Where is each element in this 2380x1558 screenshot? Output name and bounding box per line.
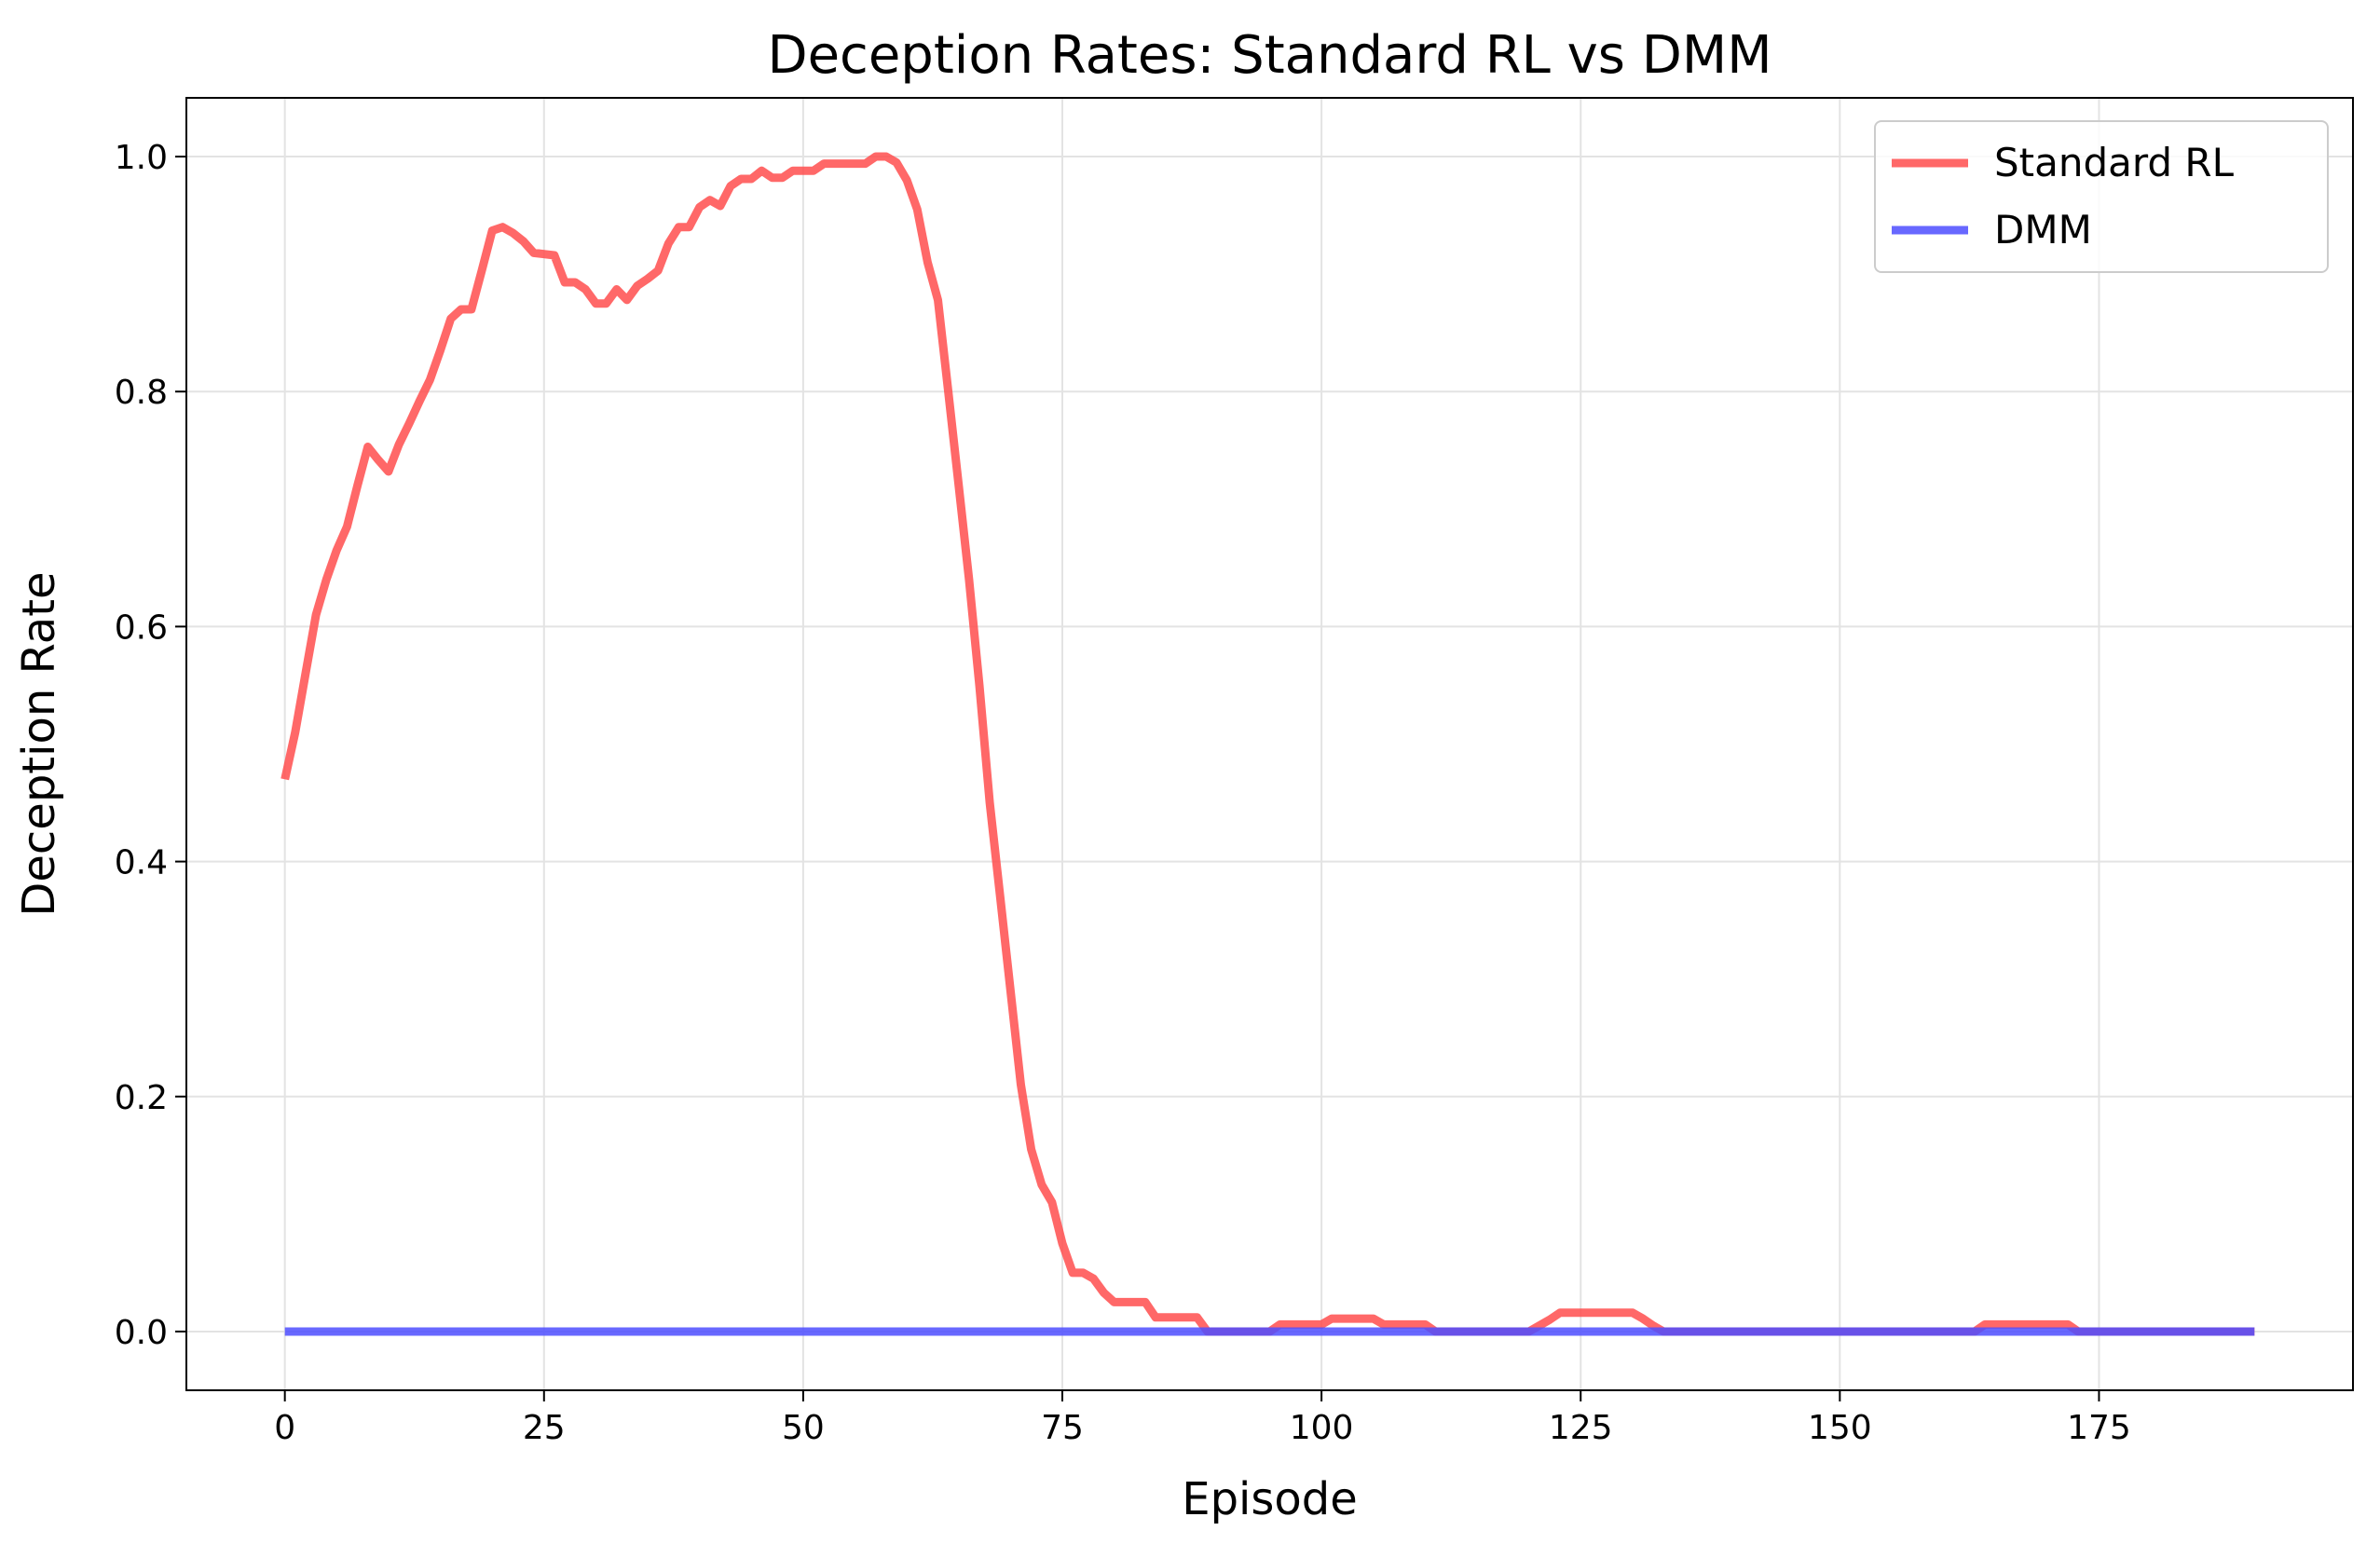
chart-title: Deception Rates: Standard RL vs DMM (767, 25, 1771, 86)
y-tick-label: 1.0 (115, 139, 168, 177)
legend: Standard RL DMM (1874, 120, 2329, 273)
y-tick-label: 0.4 (115, 844, 168, 882)
x-tick-label: 175 (2067, 1409, 2131, 1447)
x-tick-label: 150 (1808, 1409, 1872, 1447)
y-tick-label: 0.8 (115, 374, 168, 412)
legend-box (1874, 120, 2329, 273)
legend-label: Standard RL (1994, 140, 2235, 185)
x-tick-label: 100 (1290, 1409, 1354, 1447)
x-axis-label: Episode (1182, 1473, 1358, 1525)
x-tick-label: 75 (1041, 1409, 1084, 1447)
ticks: 0 25 50 75 100 125 150 175 0.0 0.2 0.4 0.6 0.8 1.0 (115, 139, 2131, 1447)
x-tick-label: 50 (782, 1409, 825, 1447)
x-tick-label: 125 (1549, 1409, 1613, 1447)
y-axis-label: Deception Rate (13, 571, 65, 916)
series-line-standard-rl (280, 152, 2255, 1336)
plot-frame (185, 97, 2354, 1391)
legend-label: DMM (1994, 207, 2092, 253)
y-tick-label: 0.0 (115, 1314, 168, 1352)
y-tick-label: 0.2 (115, 1079, 168, 1117)
x-tick-label: 0 (274, 1409, 295, 1447)
x-tick-label: 25 (523, 1409, 566, 1447)
series-layer (280, 152, 2255, 1336)
y-tick-label: 0.6 (115, 608, 168, 647)
